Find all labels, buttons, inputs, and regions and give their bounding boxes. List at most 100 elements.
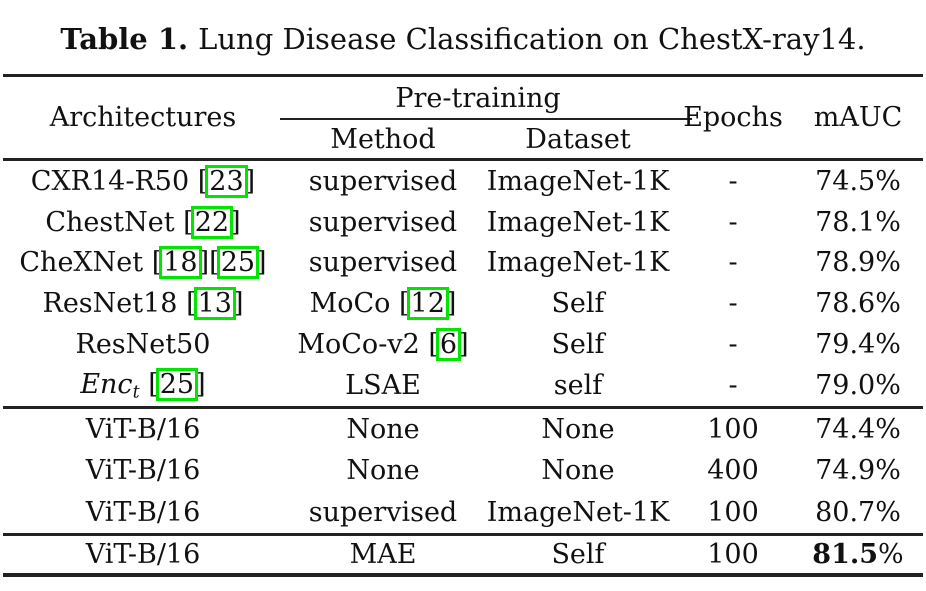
- mauc-cell: 79.4%: [815, 329, 901, 361]
- method-cell: supervised: [308, 247, 458, 279]
- citation-bracket-close: ]: [230, 206, 241, 238]
- architecture-cell: ViT-B/16: [85, 413, 201, 445]
- table-header: Architectures Pre-training Method Datase…: [3, 74, 923, 158]
- citation-number: 25: [216, 246, 260, 280]
- epochs-cell: -: [728, 206, 738, 238]
- architecture-cell: Enct [25]: [3, 368, 283, 403]
- method-cell: MAE: [349, 538, 417, 570]
- dataset-cell: ImageNet-1K: [486, 496, 670, 528]
- citation-link[interactable]: [12]: [398, 287, 457, 321]
- dataset-cell: Self: [551, 288, 605, 320]
- citation-bracket-close: ]: [244, 165, 256, 197]
- mauc-cell: 78.1%: [815, 206, 901, 238]
- dataset-cell: ImageNet-1K: [486, 206, 670, 238]
- citation-bracket-close: ]: [256, 247, 267, 279]
- epochs-cell: -: [728, 329, 738, 361]
- table-row: ResNet18 [13] MoCo [12] Self - 78.6%: [3, 283, 923, 324]
- citation-link[interactable]: [25]: [209, 246, 267, 280]
- mauc-cell: 74.9%: [815, 455, 901, 487]
- citation-link[interactable]: [18]: [151, 246, 210, 280]
- citation-link[interactable]: [6]: [428, 328, 469, 362]
- method-cell: supervised: [308, 165, 458, 197]
- architecture-cell: ResNet18 [13]: [42, 287, 244, 321]
- architecture-cell: ViT-B/16: [85, 538, 201, 570]
- mauc-cell: 74.4%: [815, 413, 901, 445]
- table-body: CXR14-R50 [23] supervised ImageNet-1K - 74.5…: [3, 158, 923, 573]
- table-row: CheXNet [18][25] supervised ImageNet-1K - 78…: [3, 243, 923, 284]
- table-caption-text: Lung Disease Classification on ChestX-ra…: [198, 21, 866, 56]
- citation-number: 18: [159, 246, 202, 280]
- method-cell: None: [346, 455, 420, 487]
- table-caption-label: Table 1.: [60, 21, 189, 56]
- epochs-cell: 400: [707, 455, 759, 487]
- method-cell: supervised: [308, 496, 458, 528]
- citation-number: 25: [155, 368, 199, 402]
- architecture-cell: ViT-B/16: [85, 455, 201, 487]
- table-row: Enct [25] LSAE self - 79.0%: [3, 365, 923, 406]
- table-caption: Table 1. Lung Disease Classification on …: [0, 0, 926, 74]
- citation-number: 23: [205, 164, 248, 198]
- citation-bracket-open: [: [209, 247, 220, 279]
- architecture-cell: CXR14-R50 [23]: [30, 164, 256, 198]
- citation-bracket-open: [: [428, 329, 439, 361]
- citation-bracket-close: ]: [445, 288, 457, 320]
- epochs-cell: 100: [707, 413, 759, 445]
- table-row: ViT-B/16 None None 400 74.9%: [3, 450, 923, 491]
- method-cell: None: [346, 413, 420, 445]
- header-mauc: mAUC: [813, 102, 903, 133]
- table-row: ResNet50 MoCo-v2 [6] Self - 79.4%: [3, 324, 923, 365]
- method-cell: MoCo [12]: [309, 287, 457, 321]
- citation-link[interactable]: [23]: [197, 164, 256, 198]
- dataset-cell: ImageNet-1K: [486, 165, 670, 197]
- citation-bracket-open: [: [186, 288, 197, 320]
- mauc-cell: 79.0%: [815, 369, 901, 401]
- dataset-cell: None: [541, 455, 615, 487]
- table-row: ViT-B/16 None None 100 74.4%: [3, 409, 923, 450]
- row-group-1: CXR14-R50 [23] supervised ImageNet-1K - 74.5…: [3, 158, 923, 406]
- citation-bracket-close: ]: [195, 369, 206, 401]
- citation-number: 6: [435, 328, 462, 362]
- epochs-cell: -: [728, 165, 738, 197]
- table-row: ViT-B/16 supervised ImageNet-1K 100 80.7%: [3, 491, 923, 532]
- architecture-subscript: t: [132, 382, 140, 403]
- citation-bracket-close: ]: [458, 329, 469, 361]
- citation-bracket-close: ]: [198, 247, 210, 279]
- architecture-cell: ChestNet [22]: [45, 205, 241, 239]
- dataset-cell: Self: [551, 538, 605, 570]
- epochs-cell: 100: [707, 538, 759, 570]
- header-pretraining: Pre-training: [395, 82, 561, 114]
- pretraining-underline: [280, 118, 692, 120]
- row-group-2: ViT-B/16 None None 100 74.4% ViT-B/16 None None…: [3, 405, 923, 533]
- table-row: ViT-B/16 MAE Self 100 81.5%: [3, 536, 923, 573]
- mauc-cell: 81.5%: [812, 538, 904, 570]
- citation-bracket-open: [: [398, 288, 410, 320]
- architecture-cell: ViT-B/16: [85, 496, 201, 528]
- citation-number: 12: [406, 287, 449, 321]
- dataset-cell: ImageNet-1K: [486, 247, 670, 279]
- dataset-cell: Self: [551, 329, 605, 361]
- architecture-cell: ResNet50: [75, 329, 211, 361]
- citation-link[interactable]: [25]: [148, 368, 206, 402]
- dataset-cell: None: [541, 413, 615, 445]
- citation-number: 22: [190, 205, 234, 239]
- mauc-cell: 80.7%: [815, 496, 901, 528]
- citation-bracket-open: [: [151, 247, 163, 279]
- epochs-cell: -: [728, 369, 738, 401]
- epochs-cell: -: [728, 288, 738, 320]
- mauc-bold-value: 81.5: [812, 538, 879, 570]
- citation-number: 13: [193, 287, 236, 321]
- citation-link[interactable]: [22]: [183, 205, 241, 239]
- citation-link[interactable]: [13]: [186, 287, 244, 321]
- header-epochs: Epochs: [683, 102, 783, 133]
- citation-bracket-open: [: [183, 206, 194, 238]
- method-cell: MoCo-v2 [6]: [297, 328, 469, 362]
- header-method: Method: [330, 123, 436, 155]
- mauc-cell: 78.9%: [815, 247, 901, 279]
- citation-bracket-open: [: [148, 369, 159, 401]
- citation-bracket-open: [: [197, 165, 209, 197]
- architecture-name: Enc: [80, 369, 133, 401]
- epochs-cell: 100: [707, 496, 759, 528]
- architecture-cell: CheXNet [18][25]: [19, 246, 267, 280]
- epochs-cell: -: [728, 247, 738, 279]
